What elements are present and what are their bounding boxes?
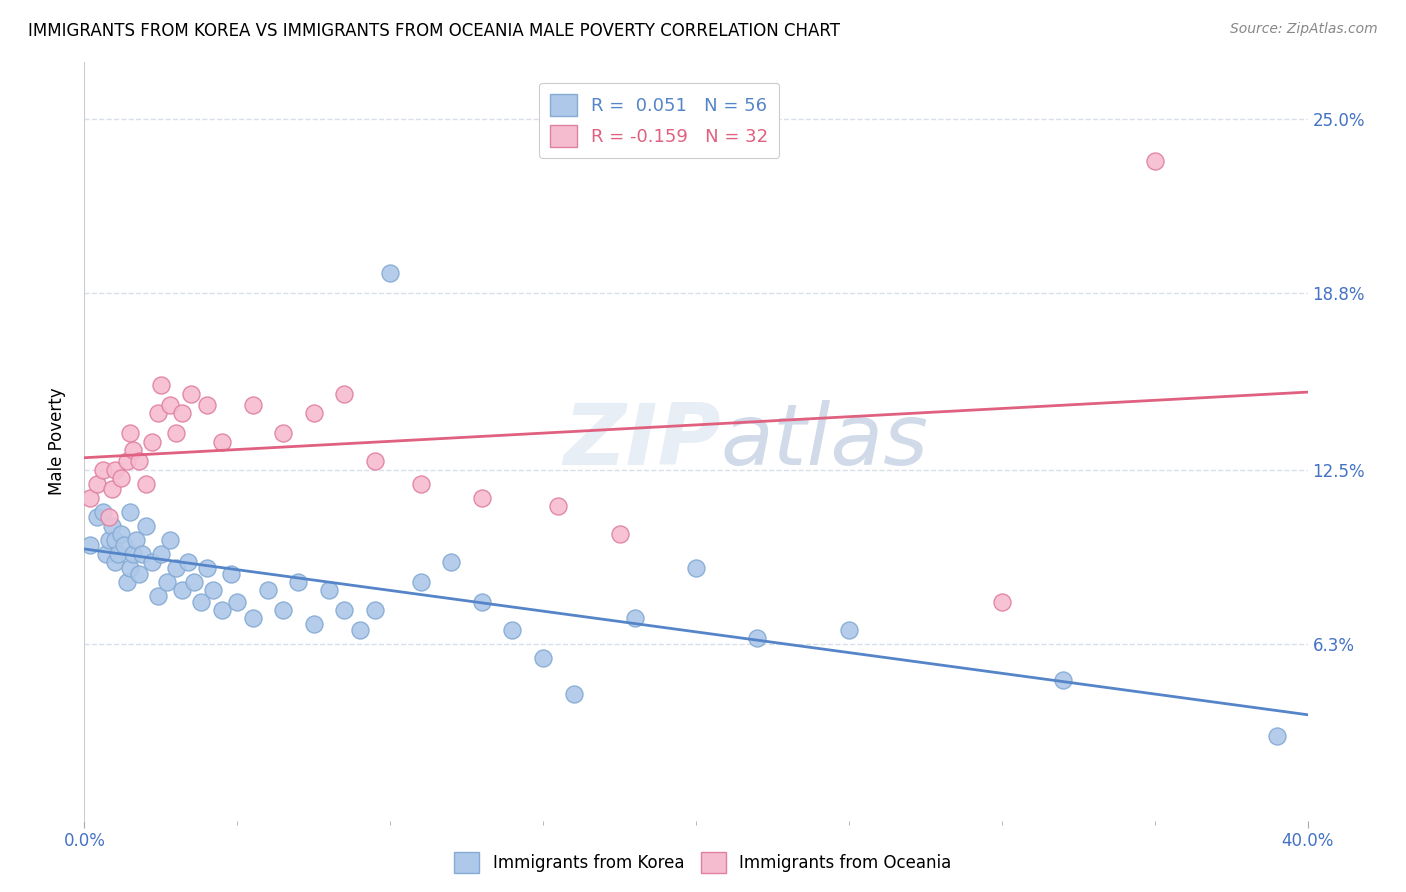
- Point: [128, 454, 150, 468]
- Text: Source: ZipAtlas.com: Source: ZipAtlas.com: [1230, 22, 1378, 37]
- Point: [211, 603, 233, 617]
- Point: [159, 533, 181, 547]
- Point: [180, 386, 202, 401]
- Point: [177, 555, 200, 569]
- Point: [156, 574, 179, 589]
- Point: [471, 594, 494, 608]
- Point: [91, 462, 114, 476]
- Legend: Immigrants from Korea, Immigrants from Oceania: Immigrants from Korea, Immigrants from O…: [447, 846, 959, 880]
- Point: [79, 491, 101, 505]
- Point: [242, 398, 264, 412]
- Point: [110, 471, 132, 485]
- Point: [183, 574, 205, 589]
- Point: [685, 561, 707, 575]
- Point: [128, 566, 150, 581]
- Point: [165, 561, 187, 575]
- Point: [201, 583, 224, 598]
- Point: [110, 527, 132, 541]
- Point: [364, 454, 387, 468]
- Text: IMMIGRANTS FROM KOREA VS IMMIGRANTS FROM OCEANIA MALE POVERTY CORRELATION CHART: IMMIGRANTS FROM KOREA VS IMMIGRANTS FROM…: [28, 22, 841, 40]
- Point: [141, 434, 163, 449]
- Point: [165, 426, 187, 441]
- Point: [991, 594, 1014, 608]
- Point: [101, 483, 124, 497]
- Point: [141, 555, 163, 569]
- Point: [101, 518, 124, 533]
- Point: [104, 533, 127, 547]
- Point: [562, 687, 585, 701]
- Point: [1143, 153, 1166, 168]
- Point: [471, 491, 494, 505]
- Point: [135, 518, 157, 533]
- Y-axis label: Male Poverty: Male Poverty: [48, 388, 66, 495]
- Point: [94, 547, 117, 561]
- Point: [440, 555, 463, 569]
- Point: [195, 398, 218, 412]
- Legend: R =  0.051   N = 56, R = -0.159   N = 32: R = 0.051 N = 56, R = -0.159 N = 32: [538, 83, 779, 158]
- Point: [838, 623, 860, 637]
- Point: [624, 611, 647, 625]
- Point: [131, 547, 153, 561]
- Point: [112, 538, 135, 552]
- Point: [97, 510, 120, 524]
- Point: [146, 589, 169, 603]
- Point: [302, 407, 325, 421]
- Point: [1265, 730, 1288, 744]
- Point: [120, 426, 142, 441]
- Point: [172, 407, 194, 421]
- Point: [409, 476, 432, 491]
- Point: [333, 386, 356, 401]
- Point: [91, 505, 114, 519]
- Point: [120, 505, 142, 519]
- Point: [135, 476, 157, 491]
- Point: [609, 527, 631, 541]
- Point: [86, 476, 108, 491]
- Point: [146, 407, 169, 421]
- Point: [409, 574, 432, 589]
- Point: [122, 547, 145, 561]
- Point: [747, 631, 769, 645]
- Point: [86, 510, 108, 524]
- Point: [364, 603, 387, 617]
- Point: [79, 538, 101, 552]
- Point: [333, 603, 356, 617]
- Point: [271, 603, 294, 617]
- Point: [219, 566, 242, 581]
- Point: [120, 561, 142, 575]
- Point: [349, 623, 371, 637]
- Point: [104, 462, 127, 476]
- Point: [115, 454, 138, 468]
- Point: [149, 547, 172, 561]
- Text: atlas: atlas: [720, 400, 928, 483]
- Point: [318, 583, 340, 598]
- Point: [97, 533, 120, 547]
- Point: [1052, 673, 1074, 688]
- Point: [271, 426, 294, 441]
- Point: [226, 594, 249, 608]
- Text: ZIP: ZIP: [562, 400, 720, 483]
- Point: [115, 574, 138, 589]
- Point: [242, 611, 264, 625]
- Point: [190, 594, 212, 608]
- Point: [125, 533, 148, 547]
- Point: [149, 378, 172, 392]
- Point: [531, 650, 554, 665]
- Point: [195, 561, 218, 575]
- Point: [502, 623, 524, 637]
- Point: [287, 574, 309, 589]
- Point: [211, 434, 233, 449]
- Point: [547, 499, 569, 513]
- Point: [172, 583, 194, 598]
- Point: [302, 617, 325, 632]
- Point: [107, 547, 129, 561]
- Point: [122, 442, 145, 457]
- Point: [380, 266, 402, 280]
- Point: [257, 583, 280, 598]
- Point: [159, 398, 181, 412]
- Point: [104, 555, 127, 569]
